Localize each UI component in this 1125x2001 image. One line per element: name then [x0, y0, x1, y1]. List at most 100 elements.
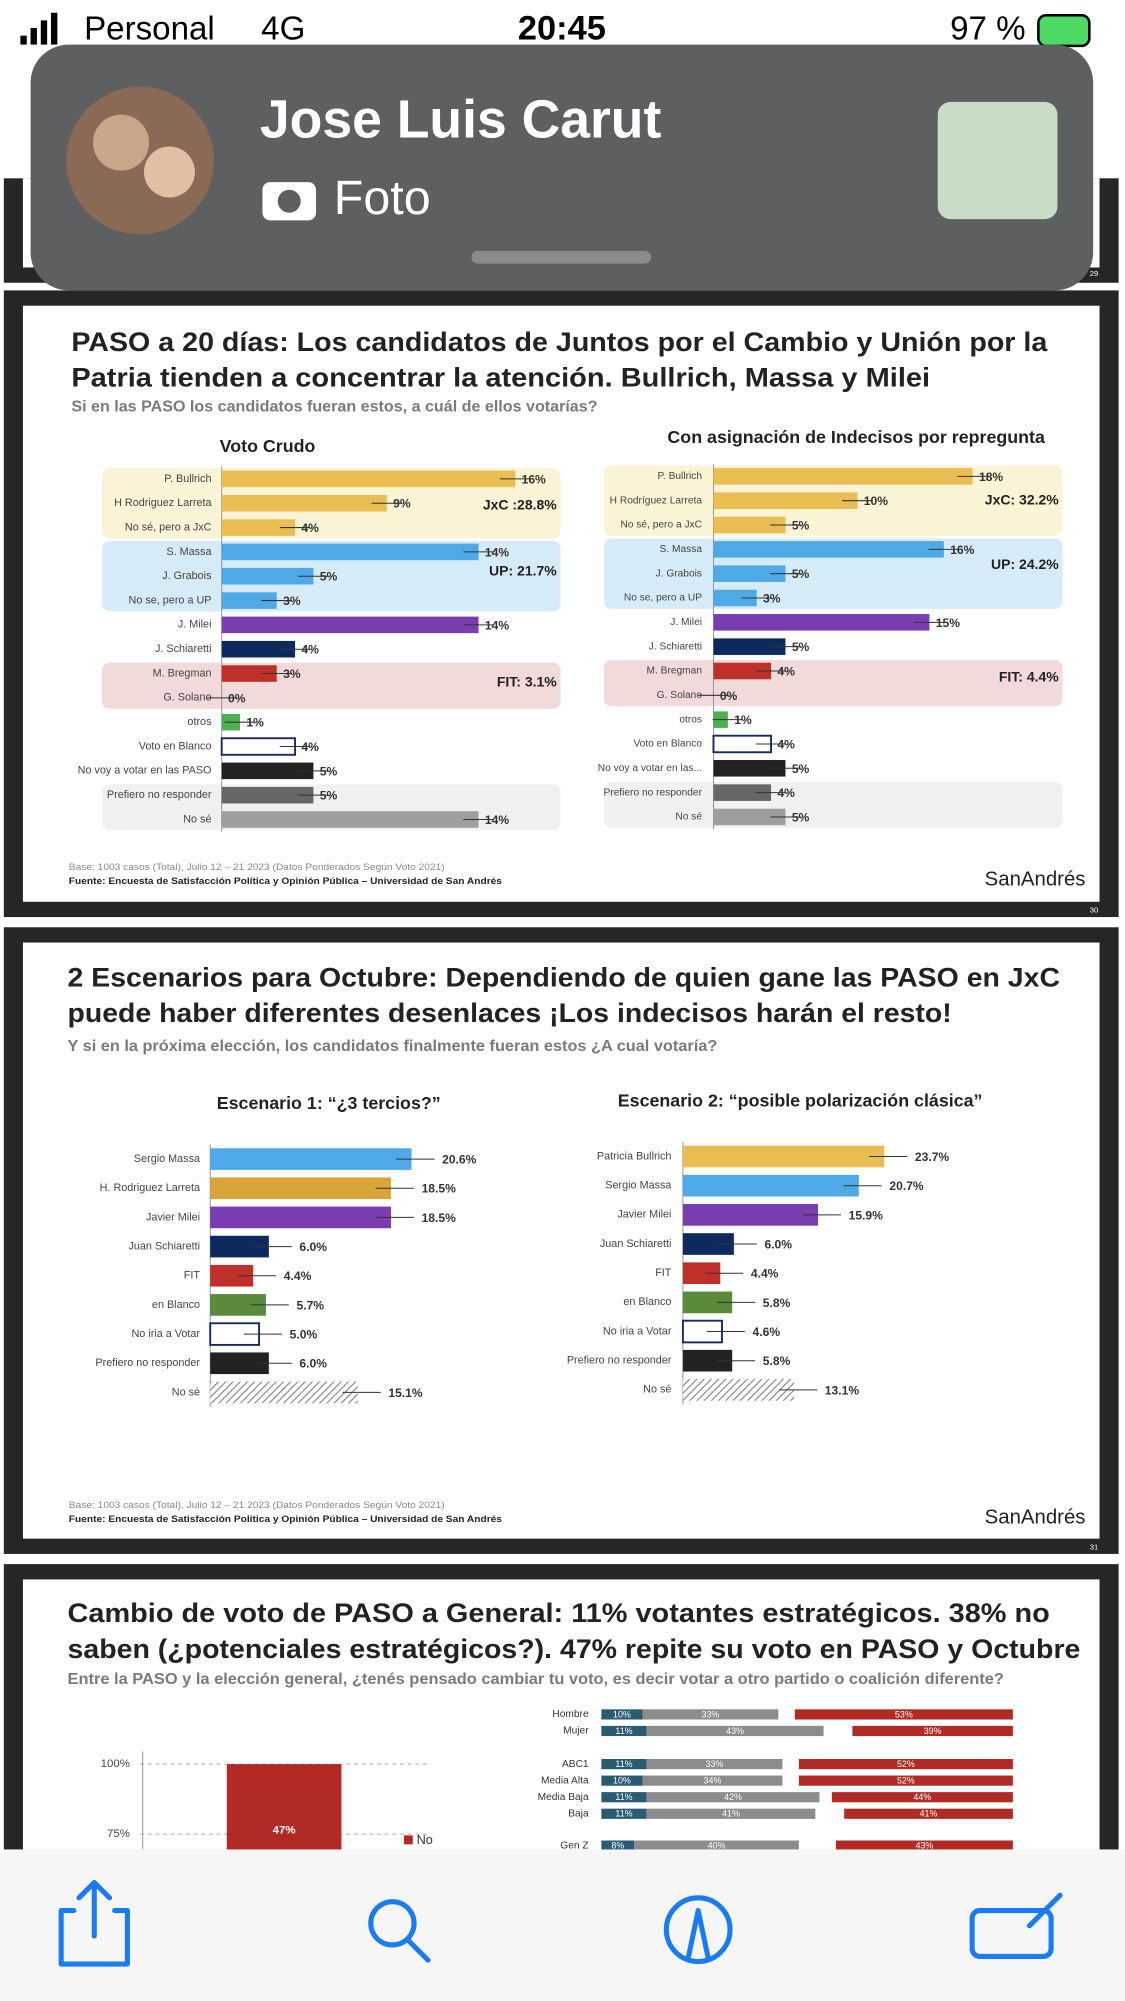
chart-title: Con asignación de Indecisos por repregun…: [667, 427, 1046, 447]
share-icon[interactable]: [58, 1879, 130, 1967]
chart-title: Voto Crudo: [220, 436, 316, 456]
bar-segment: [835, 1840, 1013, 1851]
category-label: FIT: [184, 1270, 201, 1282]
bar: [210, 1352, 269, 1375]
segment-label: 52%: [897, 1776, 915, 1786]
edit-pen[interactable]: [1026, 1892, 1063, 1929]
source: Fuente: Encuesta de Satisfacción Polític…: [69, 1514, 502, 1524]
value-label: 3%: [283, 594, 301, 608]
value-label: 6.0%: [299, 1240, 327, 1254]
notification-card[interactable]: [30, 44, 1094, 291]
bar: [210, 1177, 392, 1200]
time: 20:45: [518, 10, 606, 48]
bar: [221, 567, 314, 585]
bar: [221, 543, 479, 561]
slide-page: [22, 942, 1100, 1539]
bar-segment: [601, 1725, 647, 1737]
category-label: Prefiero no responder: [603, 787, 702, 798]
bar: [713, 492, 858, 509]
category-label: Javier Milei: [617, 1209, 671, 1221]
slide-title: puede haber diferentes desenlaces ¡Los i…: [68, 998, 952, 1028]
search-icon[interactable]: [368, 1899, 417, 1948]
category-label: M. Bregman: [153, 667, 212, 679]
bar: [221, 786, 314, 804]
segment-label: 11%: [615, 1759, 632, 1769]
signal-bar: [40, 20, 48, 45]
slide-title: PASO a 20 días: Los candidatos de Juntos…: [71, 327, 1048, 357]
slide-title: Cambio de voto de PASO a General: 11% vo…: [68, 1598, 1050, 1628]
segment-label: 8%: [611, 1841, 624, 1851]
battery-icon: [1037, 14, 1091, 48]
markup-icon[interactable]: [663, 1895, 733, 1965]
value-label: 4.4%: [284, 1269, 312, 1283]
category-label: en Blanco: [152, 1299, 200, 1311]
category-label: Prefiero no responder: [107, 789, 212, 801]
value-label: 15.1%: [388, 1386, 423, 1400]
category-label: otros: [679, 714, 702, 725]
category-label: J. Milei: [670, 617, 702, 628]
notification[interactable]: Jose Luis Carut Foto: [30, 44, 1094, 291]
category-label: Gen Z: [560, 1840, 588, 1851]
markup-pen[interactable]: [685, 1908, 711, 1962]
category-label: J. Grabois: [656, 568, 702, 579]
value-label: 4%: [777, 664, 795, 678]
category-label: Hombre: [552, 1709, 589, 1720]
category-label: Sergio Massa: [134, 1153, 201, 1165]
category-label: No sé: [643, 1384, 671, 1396]
battery-level: 97 %: [950, 10, 1025, 47]
category-label: Media Alta: [541, 1775, 589, 1786]
category-label: Javier Milei: [146, 1211, 200, 1223]
segment-label: 40%: [708, 1841, 726, 1851]
group-band: [101, 662, 561, 709]
category-label: J. Milei: [178, 619, 212, 631]
bar-segment: [601, 1709, 643, 1720]
bar: [682, 1262, 721, 1285]
category-label: Voto en Blanco: [139, 740, 212, 752]
category-label: otros: [187, 716, 212, 728]
bar-segment: [844, 1808, 1013, 1819]
edit-button[interactable]: [969, 1892, 1063, 1959]
value-label: 20.7%: [889, 1179, 924, 1193]
category-label: ABC1: [562, 1759, 589, 1770]
value-label: 0%: [720, 689, 738, 703]
category-label: S. Massa: [660, 544, 703, 555]
sender-name: Jose Luis Carut: [260, 91, 662, 150]
share-button[interactable]: [58, 1879, 130, 1967]
carrier: Personal: [84, 10, 215, 47]
markup-button[interactable]: [663, 1895, 733, 1965]
edit-icon[interactable]: [969, 1908, 1054, 1959]
category-label: No voy a votar en las PASO: [78, 765, 212, 777]
handle: [471, 250, 652, 264]
search-handle[interactable]: [405, 1937, 431, 1963]
bar-segment: [798, 1775, 1013, 1786]
bar-segment: [642, 1709, 779, 1720]
avatar-face: [93, 114, 150, 171]
page-number: 30: [1090, 906, 1098, 915]
bar: [682, 1349, 733, 1372]
bar: [221, 811, 479, 828]
logo: SanAndrés: [985, 869, 1086, 891]
value-label: 1%: [246, 716, 264, 730]
signal-bar: [20, 35, 27, 45]
bar: [210, 1206, 392, 1229]
segment-label: 41%: [920, 1809, 938, 1819]
bar: [210, 1294, 266, 1316]
value-label: 3%: [763, 591, 781, 605]
segment-label: 33%: [706, 1759, 724, 1769]
value-label: 4%: [301, 740, 319, 754]
segment-label: 44%: [913, 1792, 931, 1802]
value-label: 10%: [864, 494, 888, 508]
bar-segment: [634, 1840, 799, 1851]
search-button[interactable]: [368, 1899, 431, 1963]
bar-segment: [646, 1725, 824, 1737]
category-label: No se, pero a UP: [624, 593, 702, 604]
category-label: J. Grabois: [162, 570, 212, 582]
segment-label: 10%: [613, 1709, 631, 1719]
bar: [210, 1381, 358, 1404]
category-label: en Blanco: [623, 1296, 671, 1308]
category-label: H. Rodriguez Larreta: [100, 1182, 201, 1194]
category-label: Mujer: [563, 1726, 589, 1737]
legend-swatch: [403, 1835, 413, 1845]
category-label: Juan Schiaretti: [600, 1238, 672, 1250]
bar-segment: [601, 1840, 635, 1851]
